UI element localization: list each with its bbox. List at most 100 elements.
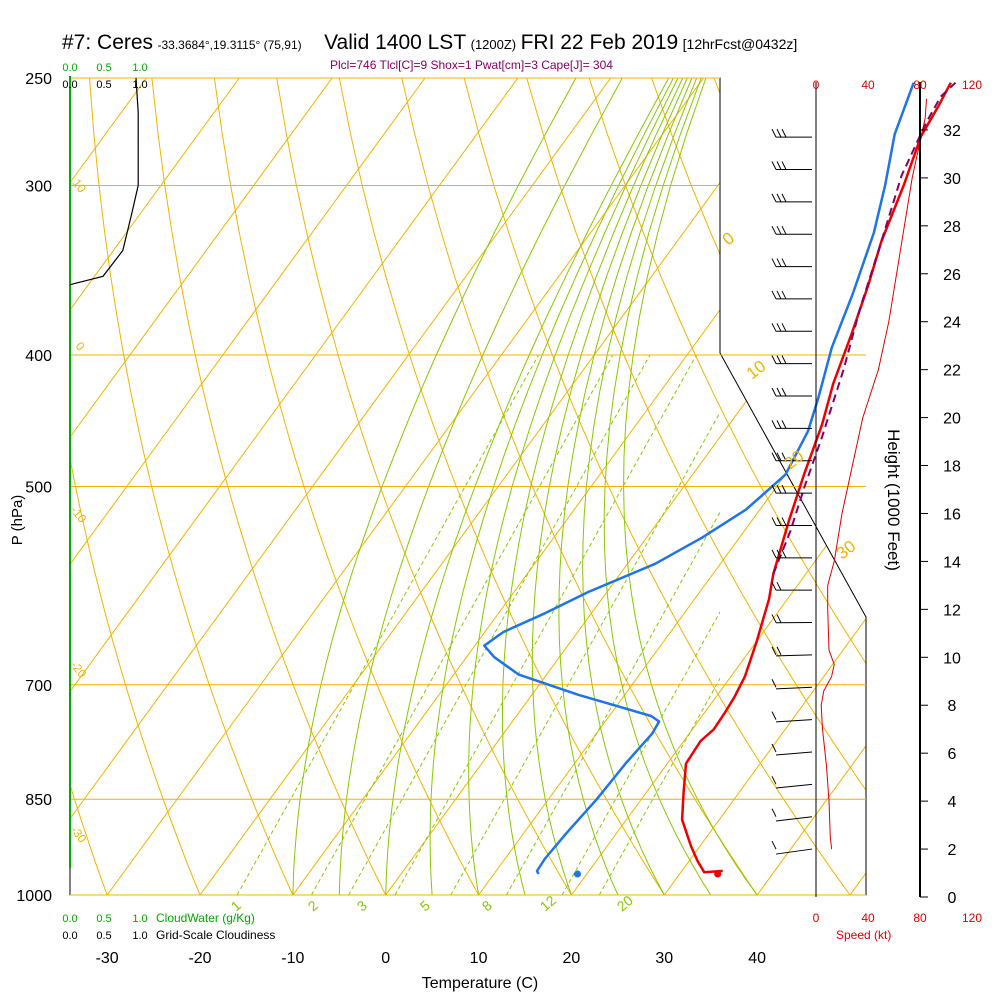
dry-adiabat-label: 0 [719,228,738,249]
cloudwater-tick-top: 0.0 [62,62,77,74]
moist-adiabat [582,78,698,895]
cloudwater-tick-top: 0.5 [96,62,111,74]
cloudwater-tick-bottom: 0.0 [62,913,77,925]
cloudiness-label: Grid-Scale Cloudiness [156,928,275,942]
wind-barb-flag [781,161,787,170]
valid-date: FRI 22 Feb 2019 [520,31,679,54]
moist-adiabat [385,78,670,895]
station-coords: -33.3684°,19.3115° (75,91) [157,38,302,52]
height-tick-label: 30 [943,171,961,188]
wind-barb-flag [771,646,777,656]
valid-time: Valid 1400 LST [324,31,467,54]
parcel-line [772,81,957,575]
height-tick-label: 2 [948,842,957,859]
mixing-ratio-label: 3 [354,897,370,914]
temperature-tick-label: 40 [748,950,766,967]
wind-barb-flag [776,323,782,332]
pressure-tick-label: 1000 [16,888,52,905]
cloudiness-tick-top: 0.5 [96,79,111,91]
utc-time: (1200Z) [470,37,517,52]
dry-adiabat [401,78,758,895]
dry-adiabat [902,78,1000,895]
height-tick-label: 6 [948,746,957,763]
wind-barb-flag [781,387,787,397]
wind-barb-flag [771,484,777,494]
moist-adiabat [603,78,712,895]
mixing-ratio-label: 8 [479,897,495,914]
wind-barb-flag [771,452,777,461]
forecast-info: [12hrFcst@0432z] [682,36,798,52]
wind-barb-flag [771,161,777,170]
mixing-ratio-line [450,411,720,895]
moist-adiabat [429,78,674,895]
plot-grid [236,354,720,895]
wind-barb-flag [771,225,777,235]
wind-barb-flag [776,161,782,170]
cloudiness-profile [69,77,139,286]
cloudiness-tick-top: 1.0 [132,79,147,91]
wind-barb-flag [771,290,777,300]
wind-barb-flag [771,743,777,753]
dry-adiabat [463,78,851,895]
wind-barb-flag [771,679,777,688]
height-tick-label: 28 [943,219,961,236]
cloudwater-tick-top: 1.0 [132,62,147,74]
wind-barb-flag [781,452,787,461]
height-tick-label: 16 [943,506,961,523]
speed-tick-top: 40 [861,78,875,92]
wind-barb-flag [771,776,777,785]
temperature-tick-label: 0 [381,950,390,967]
wind-barb-flag [776,646,782,656]
isotherm-line [663,78,866,895]
dry-adiabat-label: 0 [73,339,88,353]
temperature-tick-label: -10 [281,950,304,967]
isotherm-line [756,78,866,895]
mixing-ratio-label: 2 [305,897,321,914]
y-axis-title: P (hPa) [9,495,26,546]
isotherm-line [70,78,240,895]
wind-barb-flag [771,258,777,267]
wind-barb-flag [776,290,782,300]
cloudiness-tick-bottom: 1.0 [132,930,147,942]
dry-adiabat [338,78,665,895]
pressure-tick-label: 300 [25,178,52,195]
wind-barb-flag [776,387,782,397]
temperature-tick-label: -20 [188,950,211,967]
title-row: #7: Ceres -33.3684°,19.3115° (75,91) Val… [62,31,962,61]
dry-adiabat [89,78,294,895]
height-tick-label: 14 [943,554,961,571]
speed-tick-top: 80 [913,78,927,92]
height-tick-label: 18 [943,459,961,476]
surface-temperature-marker [714,870,722,878]
background-grid [69,77,1000,896]
temperature-tick-label: 10 [470,950,488,967]
wind-barb-flag [776,614,782,623]
moist-adiabat [623,78,758,895]
mixing-ratio-line [505,511,720,895]
wind-barb-flag [771,128,777,138]
cloudwater-tick-bottom: 0.5 [96,913,111,925]
height-tick-label: 24 [943,315,961,332]
mixing-ratio-line [561,611,720,895]
wind-barb-flag [781,323,787,332]
wind-barb-flag [771,808,777,817]
wind-barb-flag [776,193,782,203]
dry-adiabat [70,78,201,895]
wind-barb-staff [775,654,813,657]
mixing-ratio-line [348,354,651,895]
height-tick-label: 20 [943,411,961,428]
wind-barb-flag [776,484,782,494]
mixing-ratio-label: 5 [417,897,433,914]
pressure-tick-label: 250 [25,71,52,88]
speed-tick-bottom: 120 [962,911,982,925]
wind-barb-flag [781,128,787,138]
speed-tick-bottom: 0 [813,911,820,925]
speed-tick-bottom: 80 [913,911,927,925]
station-name: #7: Ceres [62,31,154,54]
surface-dewpoint-marker [573,870,581,878]
height-tick-label: 32 [943,123,961,140]
wind-barb-flag [776,258,782,267]
wind-speed-profile [820,98,927,850]
dewpoint-line [482,82,915,875]
